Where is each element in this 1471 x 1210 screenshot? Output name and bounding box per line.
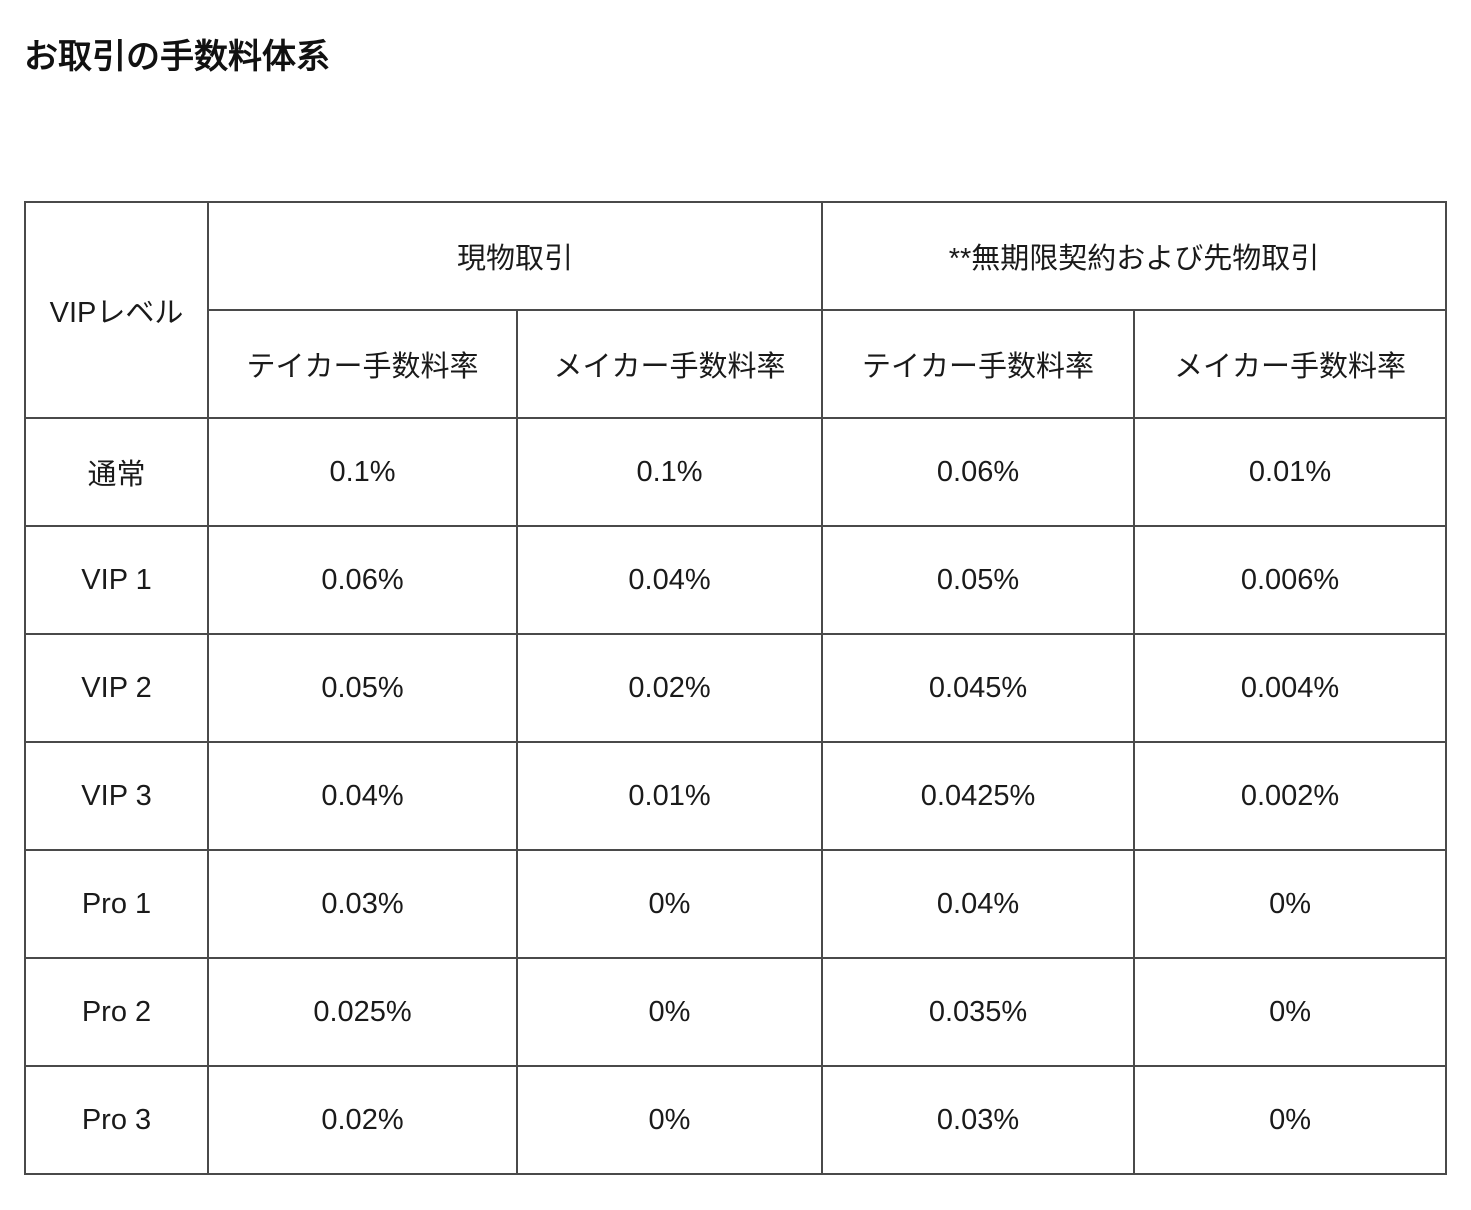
cell-spot-maker: 0.02% (515, 633, 824, 743)
table-row: VIP 1 0.06% 0.04% 0.05% 0.006% (24, 525, 1448, 635)
cell-spot-taker: 0.1% (207, 417, 518, 527)
header-futures-maker: メイカー手数料率 (1133, 309, 1448, 419)
cell-spot-maker: 0.1% (515, 417, 824, 527)
table-row: 通常 0.1% 0.1% 0.06% 0.01% (24, 417, 1448, 527)
cell-futures-maker: 0% (1133, 849, 1448, 959)
cell-level: Pro 3 (24, 1065, 209, 1175)
cell-spot-maker: 0.01% (515, 741, 824, 851)
cell-futures-maker: 0.006% (1133, 525, 1448, 635)
table-header: VIPレベル 現物取引 **無期限契約および先物取引 テイカー手数料率 メイカー… (24, 201, 1448, 419)
table-row: VIP 3 0.04% 0.01% 0.0425% 0.002% (24, 741, 1448, 851)
cell-level: Pro 1 (24, 849, 209, 959)
cell-futures-taker: 0.0425% (821, 741, 1136, 851)
cell-level: Pro 2 (24, 957, 209, 1067)
cell-futures-maker: 0.01% (1133, 417, 1448, 527)
fee-table: VIPレベル 現物取引 **無期限契約および先物取引 テイカー手数料率 メイカー… (24, 201, 1448, 1175)
cell-futures-taker: 0.03% (821, 1065, 1136, 1175)
header-group-futures: **無期限契約および先物取引 (821, 201, 1448, 311)
cell-spot-maker: 0% (515, 849, 824, 959)
table-body: 通常 0.1% 0.1% 0.06% 0.01% VIP 1 0.06% 0.0… (24, 417, 1448, 1175)
header-futures-taker: テイカー手数料率 (821, 309, 1136, 419)
header-group-spot: 現物取引 (206, 201, 824, 311)
cell-futures-taker: 0.04% (821, 849, 1136, 959)
cell-spot-maker: 0.04% (515, 525, 824, 635)
cell-spot-maker: 0% (515, 957, 824, 1067)
cell-spot-maker: 0% (515, 1065, 824, 1175)
table-row: Pro 3 0.02% 0% 0.03% 0% (24, 1065, 1448, 1175)
cell-futures-taker: 0.035% (821, 957, 1136, 1067)
header-spot-maker: メイカー手数料率 (515, 309, 824, 419)
table-row: VIP 2 0.05% 0.02% 0.045% 0.004% (24, 633, 1448, 743)
cell-level: VIP 1 (24, 525, 209, 635)
cell-spot-taker: 0.02% (207, 1065, 518, 1175)
cell-level: VIP 3 (24, 741, 209, 851)
cell-futures-taker: 0.045% (821, 633, 1136, 743)
cell-spot-taker: 0.03% (207, 849, 518, 959)
cell-futures-taker: 0.06% (821, 417, 1136, 527)
header-row-rates: テイカー手数料率 メイカー手数料率 テイカー手数料率 メイカー手数料率 (25, 309, 1448, 419)
cell-futures-maker: 0.002% (1133, 741, 1448, 851)
cell-futures-maker: 0% (1133, 957, 1448, 1067)
cell-futures-maker: 0% (1133, 1065, 1448, 1175)
cell-futures-taker: 0.05% (821, 525, 1136, 635)
cell-spot-taker: 0.04% (207, 741, 518, 851)
cell-spot-taker: 0.025% (207, 957, 518, 1067)
cell-spot-taker: 0.06% (207, 525, 518, 635)
header-spot-taker: テイカー手数料率 (207, 309, 518, 419)
cell-spot-taker: 0.05% (207, 633, 518, 743)
cell-level: 通常 (24, 417, 209, 527)
cell-level: VIP 2 (24, 633, 209, 743)
table-row: Pro 2 0.025% 0% 0.035% 0% (24, 957, 1448, 1067)
cell-futures-maker: 0.004% (1133, 633, 1448, 743)
page-title: お取引の手数料体系 (24, 38, 330, 76)
header-vip-level: VIPレベル (24, 201, 209, 419)
table-row: Pro 1 0.03% 0% 0.04% 0% (24, 849, 1448, 959)
header-row-groups: VIPレベル 現物取引 **無期限契約および先物取引 (24, 201, 1448, 419)
